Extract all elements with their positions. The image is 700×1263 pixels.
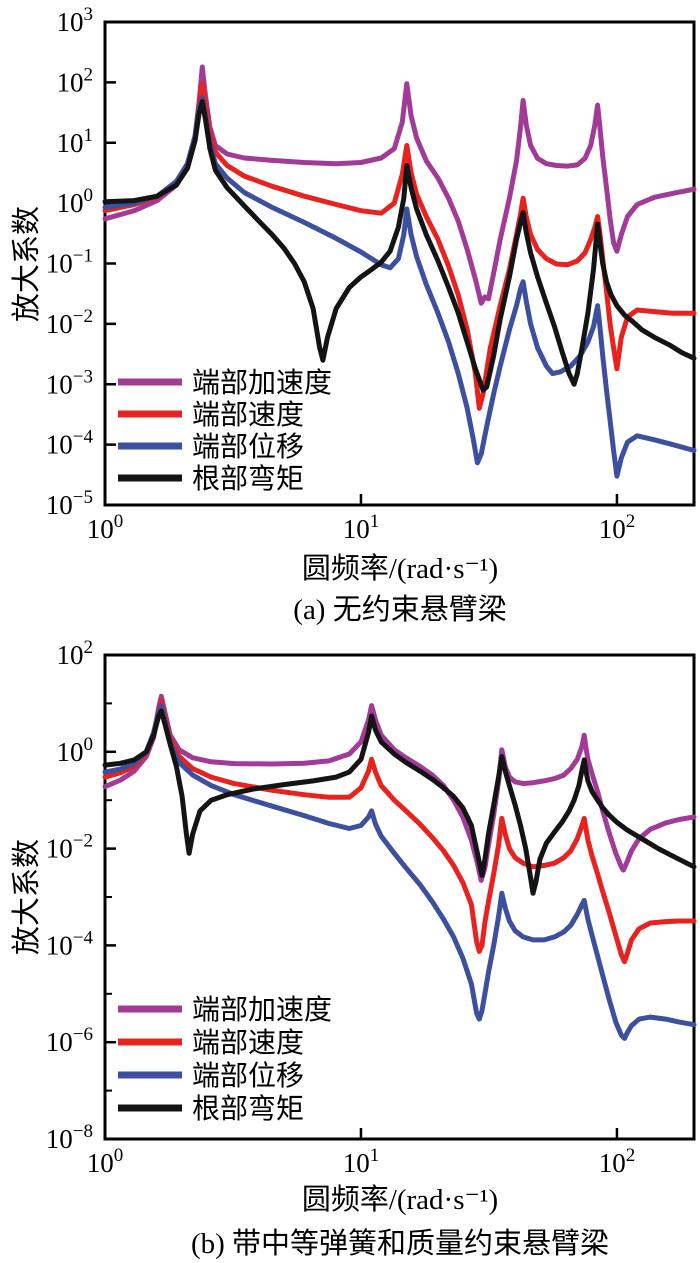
x-tick-label: 102 xyxy=(599,1145,636,1178)
y-tick-label: 100 xyxy=(57,185,94,218)
curve-tip-displacement-a xyxy=(102,95,697,479)
curve-tip-acceleration-b xyxy=(102,693,697,883)
y-tick-label: 10−2 xyxy=(46,831,93,864)
y-axis-label-b: 放大系数 xyxy=(11,838,43,956)
y-tick-label: 10−2 xyxy=(46,306,93,339)
y-tick-label: 10−4 xyxy=(46,927,94,960)
legend-label-tip-velocity: 端部速度 xyxy=(192,1027,304,1059)
x-tick-label: 100 xyxy=(87,1145,124,1178)
legend-label-tip-acceleration: 端部加速度 xyxy=(192,367,332,399)
legend-label-tip-displacement: 端部位移 xyxy=(192,431,304,463)
chart-b: 100 101 102 102 100 10−2 10−4 10−6 10−8 端部加速度端部速度… xyxy=(46,637,697,1178)
y-tick-label: 102 xyxy=(57,637,94,670)
legend-label-root-bending-moment: 根部弯矩 xyxy=(192,463,304,495)
x-axis-label-a: 圆频率/(rad·s⁻¹) xyxy=(301,553,499,585)
y-tick-label: 100 xyxy=(57,734,94,767)
x-tick-label: 102 xyxy=(599,511,636,544)
curve-tip-velocity-b xyxy=(102,698,697,965)
legend-label-tip-displacement: 端部位移 xyxy=(192,1060,304,1092)
x-tick-label: 101 xyxy=(343,511,380,544)
y-tick-label: 103 xyxy=(57,4,94,37)
legend-label-root-bending-moment: 根部弯矩 xyxy=(192,1093,304,1125)
y-tick-label: 10−8 xyxy=(46,1121,93,1154)
caption-a: (a) 无约束悬臂梁 xyxy=(293,594,507,626)
curve-root-bending-moment-b xyxy=(102,708,697,896)
curve-tip-displacement-b xyxy=(102,703,697,1041)
y-tick-label: 10−1 xyxy=(46,246,93,279)
chart-a: 100 101 102 103 102 101 100 10−1 10−2 10−3 10−4 10−… xyxy=(46,4,697,544)
caption-b: (b) 带中等弹簧和质量约束悬臂梁 xyxy=(190,1228,610,1260)
x-tick-label: 101 xyxy=(343,1145,380,1178)
y-tick-label: 10−4 xyxy=(46,427,94,460)
y-axis-label-a: 放大系数 xyxy=(11,205,43,323)
x-tick-label: 100 xyxy=(87,511,124,544)
y-tick-label: 102 xyxy=(57,64,94,97)
x-axis-label-b: 圆频率/(rad·s⁻¹) xyxy=(301,1184,499,1216)
legend-label-tip-acceleration: 端部加速度 xyxy=(192,994,332,1026)
legend-label-tip-velocity: 端部速度 xyxy=(192,399,304,431)
curve-root-bending-moment-a xyxy=(102,99,697,393)
y-tick-label: 10−5 xyxy=(46,487,93,520)
y-tick-label: 101 xyxy=(57,125,94,158)
y-tick-label: 10−6 xyxy=(46,1024,93,1057)
y-tick-label: 10−3 xyxy=(46,366,93,399)
